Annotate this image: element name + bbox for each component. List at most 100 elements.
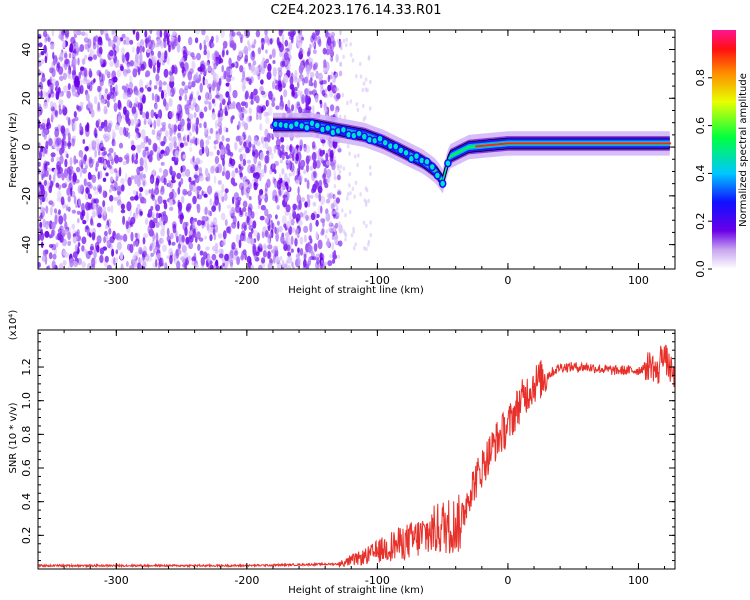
- noise-dot: [218, 202, 221, 212]
- noise-dot: [201, 219, 206, 226]
- spectrogram-x-ticks: -300 -200 -100 0 100: [37, 30, 666, 287]
- noise-dot: [307, 244, 312, 253]
- noise-dot: [96, 244, 100, 253]
- spectrogram-frame: [37, 29, 676, 270]
- noise-dot: [307, 197, 311, 208]
- noise-dot: [298, 64, 304, 75]
- noise-dot: [303, 259, 307, 268]
- noise-dot: [50, 100, 54, 110]
- noise-dot: [340, 46, 343, 51]
- noise-dot: [74, 75, 80, 86]
- noise-dot: [304, 201, 308, 208]
- noise-dot: [311, 256, 317, 261]
- noise-dot: [187, 190, 192, 197]
- noise-dot: [121, 33, 126, 39]
- noise-dot: [71, 223, 75, 230]
- noise-dot: [225, 143, 230, 151]
- noise-dot: [118, 142, 124, 149]
- noise-dot: [221, 135, 225, 142]
- noise-dot: [268, 90, 273, 100]
- noise-dot: [167, 111, 173, 120]
- noise-dot: [131, 106, 137, 114]
- noise-dot: [222, 171, 225, 177]
- noise-dot: [48, 138, 53, 147]
- noise-dot: [337, 212, 340, 217]
- snr-x-ticks: -300 -200 -100 0 100: [37, 330, 666, 587]
- noise-dot: [244, 211, 248, 217]
- noise-dot: [299, 236, 304, 245]
- noise-dot: [287, 99, 291, 108]
- noise-dot: [193, 122, 198, 133]
- noise-dot: [229, 152, 234, 157]
- noise-dot: [283, 223, 287, 229]
- noise-dot: [99, 254, 104, 264]
- noise-dot: [264, 34, 269, 44]
- noise-dot: [326, 168, 332, 179]
- noise-dot: [244, 54, 249, 63]
- noise-dot: [245, 187, 251, 194]
- noise-dot: [259, 151, 265, 161]
- noise-dot: [312, 49, 317, 54]
- noise-dot: [208, 86, 212, 94]
- noise-dot: [181, 81, 186, 87]
- noise-dot: [234, 167, 239, 174]
- noise-dot: [234, 250, 239, 256]
- noise-dot: [175, 114, 179, 124]
- noise-dot: [128, 81, 134, 89]
- noise-dot: [217, 180, 222, 185]
- noise-dot: [232, 196, 235, 205]
- noise-dot: [248, 107, 253, 115]
- noise-dot: [222, 40, 228, 48]
- noise-dot: [195, 30, 201, 35]
- noise-dot: [222, 158, 225, 167]
- noise-dot: [261, 44, 264, 51]
- noise-dot: [129, 265, 135, 269]
- noise-dot: [290, 218, 295, 226]
- noise-dot: [147, 138, 152, 146]
- noise-dot: [160, 211, 165, 222]
- noise-dot: [44, 144, 49, 155]
- noise-dot: [149, 150, 153, 156]
- noise-dot: [50, 157, 55, 163]
- noise-dot: [66, 166, 71, 175]
- noise-dot: [225, 82, 230, 87]
- colorbar-gradient: [712, 30, 736, 269]
- noise-dot: [64, 228, 69, 236]
- noise-dot: [142, 236, 146, 245]
- noise-dot: [62, 260, 67, 266]
- noise-dot: [105, 224, 109, 230]
- y-tick-label: 20: [20, 91, 33, 105]
- noise-dot: [211, 82, 216, 92]
- noise-dot: [364, 87, 368, 92]
- noise-dot: [335, 73, 338, 78]
- noise-dot: [156, 117, 161, 127]
- noise-dot: [147, 87, 152, 92]
- noise-dot: [120, 203, 125, 210]
- noise-dot: [50, 152, 56, 158]
- noise-dot: [312, 183, 317, 193]
- noise-dot: [93, 78, 96, 83]
- noise-dot: [40, 89, 43, 99]
- noise-dot: [216, 149, 220, 156]
- noise-dot: [135, 31, 140, 41]
- noise-dot: [309, 165, 314, 171]
- noise-dot: [299, 47, 303, 55]
- noise-dot: [275, 214, 278, 220]
- noise-dot: [139, 264, 142, 269]
- noise-dot: [90, 243, 94, 251]
- noise-dot: [195, 125, 199, 135]
- noise-dot: [38, 109, 41, 118]
- noise-dot: [250, 264, 254, 269]
- noise-dot: [118, 156, 123, 163]
- noise-dot: [206, 50, 210, 60]
- noise-dot: [308, 56, 312, 63]
- noise-dot: [237, 105, 242, 113]
- noise-dot: [182, 221, 188, 231]
- noise-dot: [289, 146, 295, 156]
- noise-dot: [180, 165, 186, 172]
- noise-dot: [286, 244, 291, 252]
- noise-dot: [306, 194, 310, 200]
- colorbar-tick-label: 0.2: [694, 212, 707, 230]
- noise-dot: [299, 248, 304, 256]
- noise-dot: [50, 89, 54, 95]
